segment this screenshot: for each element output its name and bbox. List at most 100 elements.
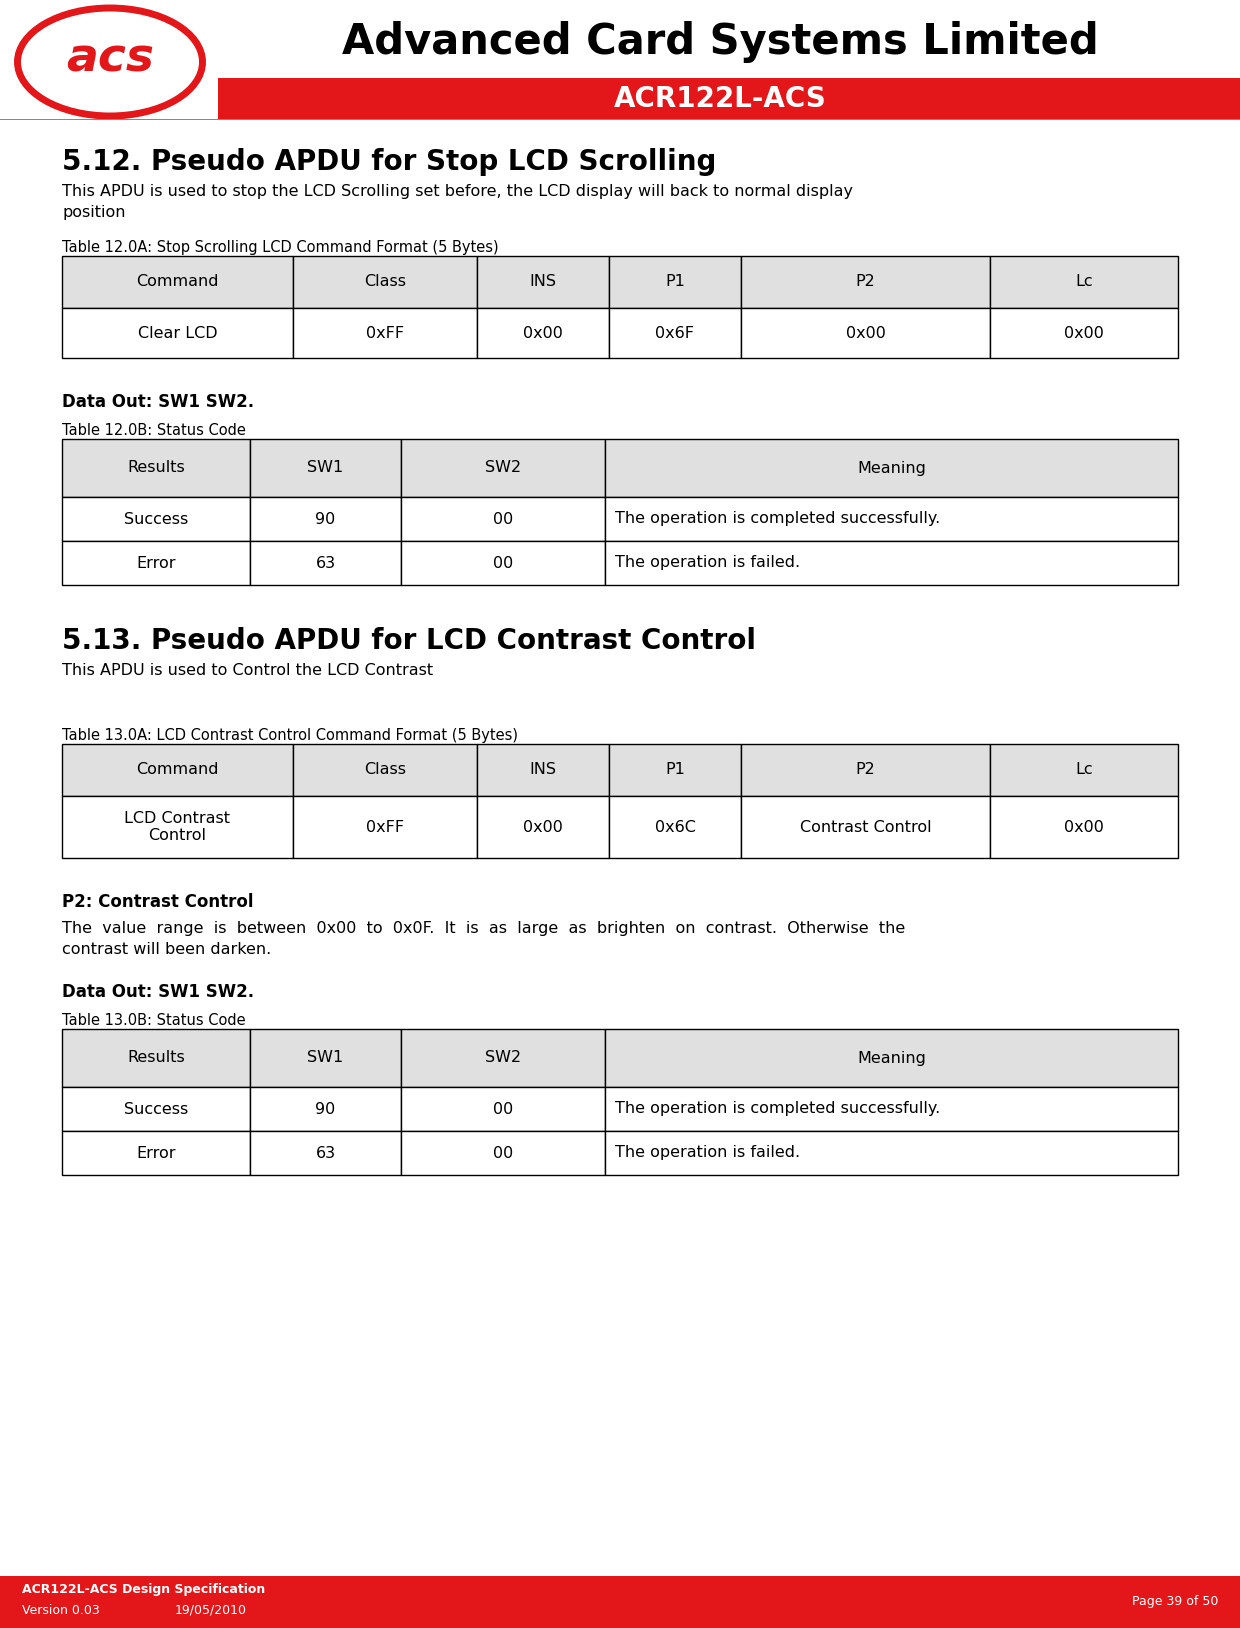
Text: Command: Command — [136, 275, 218, 290]
Bar — [401, 1029, 605, 1088]
Text: SW1: SW1 — [308, 1050, 343, 1065]
Text: Success: Success — [124, 511, 188, 526]
Text: 0x00: 0x00 — [846, 326, 885, 340]
Text: P1: P1 — [665, 275, 684, 290]
Text: P1: P1 — [665, 762, 684, 778]
Bar — [218, 78, 1240, 120]
Text: 0x00: 0x00 — [1064, 326, 1104, 340]
Bar — [250, 497, 401, 540]
Text: P2: P2 — [856, 762, 875, 778]
Text: Meaning: Meaning — [857, 461, 926, 475]
Text: Page 39 of 50: Page 39 of 50 — [1132, 1595, 1218, 1608]
Text: Table 13.0A: LCD Contrast Control Command Format (5 Bytes): Table 13.0A: LCD Contrast Control Comman… — [62, 728, 518, 742]
Bar — [293, 796, 477, 858]
Bar — [990, 308, 1178, 358]
Bar — [477, 308, 609, 358]
Bar — [62, 497, 250, 540]
Bar — [742, 256, 990, 308]
Text: Meaning: Meaning — [857, 1050, 926, 1065]
Text: ACR122L-ACS: ACR122L-ACS — [614, 85, 826, 112]
Text: P2: Contrast Control: P2: Contrast Control — [62, 894, 253, 912]
Text: The operation is completed successfully.: The operation is completed successfully. — [615, 511, 940, 526]
Text: 0x00: 0x00 — [523, 819, 563, 835]
Bar — [293, 256, 477, 308]
Text: The operation is completed successfully.: The operation is completed successfully. — [615, 1102, 940, 1117]
Text: Lc: Lc — [1075, 275, 1092, 290]
Text: Lc: Lc — [1075, 762, 1092, 778]
Bar — [250, 1131, 401, 1175]
Bar — [990, 256, 1178, 308]
Text: SW2: SW2 — [485, 1050, 521, 1065]
Text: P2: P2 — [856, 275, 875, 290]
Text: Data Out: SW1 SW2.: Data Out: SW1 SW2. — [62, 983, 254, 1001]
Bar — [62, 744, 293, 796]
Text: This APDU is used to Control the LCD Contrast: This APDU is used to Control the LCD Con… — [62, 663, 433, 677]
Text: 90: 90 — [315, 1102, 336, 1117]
Text: 0x00: 0x00 — [523, 326, 563, 340]
Text: Error: Error — [136, 1146, 176, 1161]
Text: Table 12.0B: Status Code: Table 12.0B: Status Code — [62, 423, 246, 438]
Bar — [609, 796, 742, 858]
Text: LCD Contrast
Control: LCD Contrast Control — [124, 811, 231, 843]
Bar — [401, 540, 605, 584]
Bar — [609, 308, 742, 358]
Text: INS: INS — [529, 275, 557, 290]
Text: Version 0.03: Version 0.03 — [22, 1604, 99, 1617]
Bar — [401, 1131, 605, 1175]
Bar — [990, 744, 1178, 796]
Text: Data Out: SW1 SW2.: Data Out: SW1 SW2. — [62, 392, 254, 410]
Text: 0xFF: 0xFF — [366, 819, 404, 835]
Bar — [742, 744, 990, 796]
Text: 90: 90 — [315, 511, 336, 526]
Text: Success: Success — [124, 1102, 188, 1117]
Text: 0x6F: 0x6F — [656, 326, 694, 340]
Bar — [609, 256, 742, 308]
Bar — [62, 308, 293, 358]
Text: Class: Class — [365, 762, 405, 778]
Text: Results: Results — [128, 1050, 185, 1065]
Bar — [250, 440, 401, 497]
Bar — [605, 1088, 1178, 1131]
Bar — [62, 440, 250, 497]
Text: 00: 00 — [492, 511, 513, 526]
Text: 0x6C: 0x6C — [655, 819, 696, 835]
Text: The operation is failed.: The operation is failed. — [615, 1146, 800, 1161]
Bar — [609, 744, 742, 796]
Bar — [742, 796, 990, 858]
Text: The operation is failed.: The operation is failed. — [615, 555, 800, 570]
Text: Results: Results — [128, 461, 185, 475]
Bar — [605, 1029, 1178, 1088]
Text: Contrast Control: Contrast Control — [800, 819, 931, 835]
Bar — [62, 1029, 250, 1088]
Bar — [250, 1088, 401, 1131]
Text: SW2: SW2 — [485, 461, 521, 475]
Bar — [477, 796, 609, 858]
Text: This APDU is used to stop the LCD Scrolling set before, the LCD display will bac: This APDU is used to stop the LCD Scroll… — [62, 184, 853, 220]
Text: Table 12.0A: Stop Scrolling LCD Command Format (5 Bytes): Table 12.0A: Stop Scrolling LCD Command … — [62, 239, 498, 256]
Bar — [990, 796, 1178, 858]
Bar — [605, 440, 1178, 497]
Text: Advanced Card Systems Limited: Advanced Card Systems Limited — [342, 21, 1099, 63]
Text: Error: Error — [136, 555, 176, 570]
Bar — [477, 744, 609, 796]
Bar — [250, 540, 401, 584]
Text: Class: Class — [365, 275, 405, 290]
Ellipse shape — [17, 8, 202, 116]
Text: 5.12. Pseudo APDU for Stop LCD Scrolling: 5.12. Pseudo APDU for Stop LCD Scrolling — [62, 148, 717, 176]
Bar — [401, 440, 605, 497]
Bar — [742, 308, 990, 358]
Text: 00: 00 — [492, 1146, 513, 1161]
Bar — [250, 1029, 401, 1088]
Text: Table 13.0B: Status Code: Table 13.0B: Status Code — [62, 1013, 246, 1027]
Text: ACR122L-ACS Design Specification: ACR122L-ACS Design Specification — [22, 1584, 265, 1597]
Text: The  value  range  is  between  0x00  to  0x0F.  It  is  as  large  as  brighten: The value range is between 0x00 to 0x0F.… — [62, 921, 905, 957]
Bar — [0, 1576, 1240, 1628]
Bar — [605, 497, 1178, 540]
Text: 5.13. Pseudo APDU for LCD Contrast Control: 5.13. Pseudo APDU for LCD Contrast Contr… — [62, 627, 756, 654]
Bar — [293, 744, 477, 796]
Text: Command: Command — [136, 762, 218, 778]
Bar — [605, 1131, 1178, 1175]
Bar — [477, 256, 609, 308]
Text: 00: 00 — [492, 1102, 513, 1117]
Bar — [62, 256, 293, 308]
